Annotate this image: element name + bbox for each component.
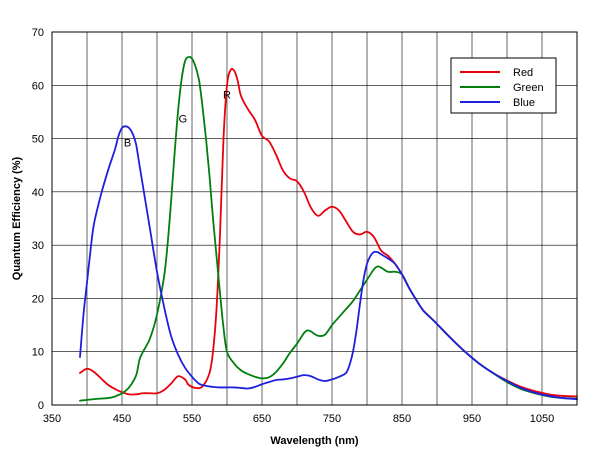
y-tick-label: 30 — [32, 240, 44, 252]
y-tick-label: 50 — [32, 134, 44, 146]
y-axis-label: Quantum Efficiency (%) — [11, 156, 23, 280]
y-tick-label: 40 — [32, 187, 44, 199]
legend-box — [450, 57, 557, 114]
x-tick-label: 350 — [43, 413, 61, 425]
y-tick-label: 70 — [32, 27, 44, 39]
y-tick-label: 20 — [32, 293, 44, 305]
series-lines — [79, 55, 578, 402]
curve-label-r: R — [223, 90, 231, 102]
x-tick-label: 650 — [253, 413, 271, 425]
y-tick-label: 0 — [38, 400, 44, 412]
x-tick-label: 450 — [113, 413, 131, 425]
y-axis-ticks: 0 10 20 30 40 50 60 70 — [32, 27, 44, 412]
curve-annotations: B G R — [124, 90, 231, 150]
x-tick-label: 750 — [323, 413, 341, 425]
curve-label-g: G — [179, 114, 188, 126]
legend-label-green: Green — [513, 82, 544, 94]
x-axis-ticks: 350 450 550 650 750 850 950 1050 — [43, 413, 554, 425]
legend-label-red: Red — [513, 67, 533, 79]
x-tick-label: 1050 — [530, 413, 554, 425]
curve-label-b: B — [124, 138, 131, 150]
legend-label-blue: Blue — [513, 97, 535, 109]
legend: Red Green Blue — [450, 57, 557, 114]
x-tick-label: 850 — [393, 413, 411, 425]
y-tick-label: 10 — [32, 347, 44, 359]
x-axis-label: Wavelength (nm) — [270, 435, 359, 447]
x-tick-label: 950 — [463, 413, 481, 425]
plot-frame — [51, 31, 578, 406]
y-tick-label: 60 — [32, 80, 44, 92]
series-line-blue — [79, 125, 578, 401]
x-tick-label: 550 — [183, 413, 201, 425]
series-line-red — [79, 67, 578, 398]
